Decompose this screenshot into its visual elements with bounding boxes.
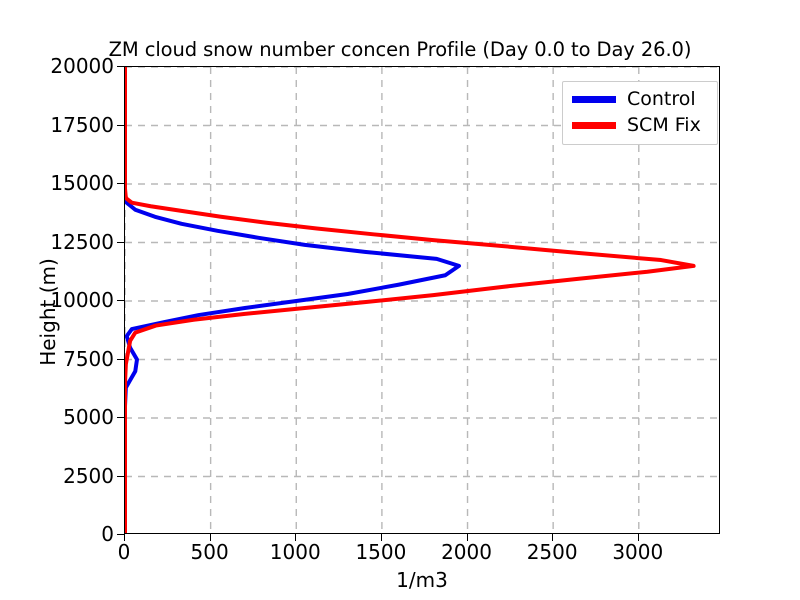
x-tick-label: 1500 bbox=[355, 540, 407, 564]
legend-label-scm-fix: SCM Fix bbox=[627, 114, 701, 136]
x-tick-mark bbox=[380, 534, 382, 541]
series-lines bbox=[125, 67, 696, 533]
x-tick-label: 2500 bbox=[526, 540, 578, 564]
legend-swatch-scm-fix bbox=[572, 122, 616, 129]
y-tick-mark bbox=[117, 124, 124, 126]
y-tick-label: 2500 bbox=[63, 463, 114, 488]
legend-entry-control: Control bbox=[572, 89, 708, 110]
x-tick-label: 2000 bbox=[441, 540, 492, 564]
x-axis-label: 1/m3 bbox=[396, 568, 448, 592]
y-tick-mark bbox=[117, 358, 124, 360]
x-tick-label: 3000 bbox=[612, 540, 664, 564]
y-tick-mark bbox=[117, 66, 124, 67]
y-tick-mark bbox=[117, 534, 124, 535]
x-tick-mark bbox=[295, 534, 297, 541]
legend-entry-scm-fix: SCM Fix bbox=[572, 115, 708, 136]
y-tick-label: 0 bbox=[101, 522, 114, 546]
y-tick-label: 12500 bbox=[50, 229, 114, 254]
x-tick-label: 500 bbox=[190, 540, 229, 564]
x-tick-mark bbox=[209, 534, 211, 541]
y-tick-mark bbox=[117, 300, 124, 301]
y-tick-label: 7500 bbox=[63, 346, 114, 371]
x-tick-mark bbox=[466, 534, 468, 541]
x-tick-label: 0 bbox=[117, 540, 131, 564]
page-title: ZM cloud snow number concen Profile (Day… bbox=[108, 38, 692, 61]
x-tick-mark bbox=[637, 534, 639, 541]
y-tick-mark bbox=[117, 475, 124, 477]
y-tick-mark bbox=[117, 183, 124, 184]
y-tick-label: 15000 bbox=[50, 171, 114, 195]
legend-label-control: Control bbox=[627, 88, 696, 110]
legend: Control SCM Fix bbox=[562, 81, 718, 145]
x-tick-mark bbox=[552, 534, 554, 541]
y-tick-mark bbox=[117, 241, 124, 243]
series-line-scm-fix bbox=[125, 67, 696, 533]
x-tick-mark bbox=[124, 534, 125, 541]
y-tick-label: 20000 bbox=[50, 54, 114, 78]
y-tick-label: 17500 bbox=[50, 112, 114, 137]
x-tick-label: 1000 bbox=[269, 540, 321, 564]
y-tick-label: 10000 bbox=[50, 288, 114, 312]
series-line-control bbox=[125, 67, 461, 533]
y-tick-mark bbox=[117, 417, 124, 418]
legend-swatch-control bbox=[572, 96, 616, 103]
y-tick-label: 5000 bbox=[63, 405, 114, 429]
